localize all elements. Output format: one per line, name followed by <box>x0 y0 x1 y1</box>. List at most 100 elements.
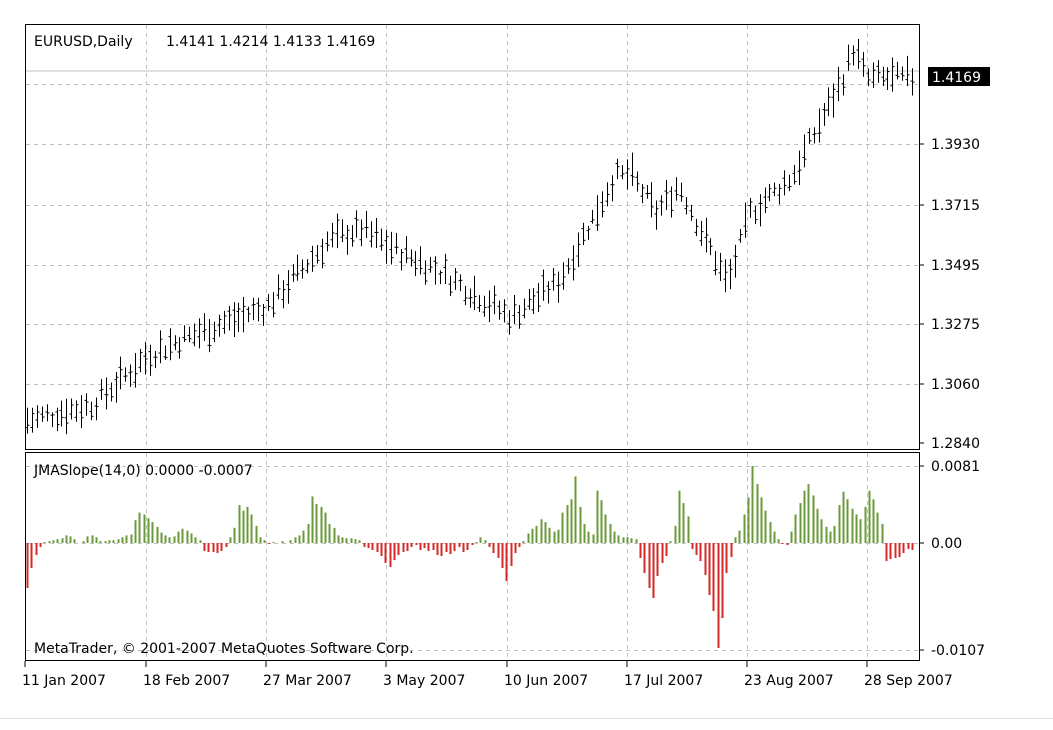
price-bar <box>654 200 659 230</box>
price-bar <box>315 245 320 264</box>
price-bar <box>890 57 895 92</box>
price-bar <box>428 256 433 273</box>
price-bar <box>335 213 340 249</box>
price-bar <box>202 313 207 341</box>
price-bar <box>659 195 664 216</box>
price-bar <box>615 158 620 180</box>
price-bar <box>792 164 797 185</box>
price-bar <box>133 352 138 388</box>
price-bar <box>812 127 817 144</box>
price-bar <box>679 182 684 202</box>
price-bar <box>448 275 453 297</box>
price-bar <box>330 222 335 248</box>
price-bar <box>522 298 527 319</box>
price-bar <box>207 319 212 353</box>
price-bar <box>640 184 645 204</box>
price-bar <box>212 321 217 343</box>
price-bar <box>413 250 418 277</box>
price-bar <box>502 299 507 323</box>
price-bar <box>158 330 163 364</box>
price-bar <box>438 270 443 285</box>
price-bar <box>871 62 876 88</box>
price-panel-frame <box>25 24 920 450</box>
price-bar <box>217 314 222 337</box>
price-bar <box>246 306 251 323</box>
price-bar <box>384 229 389 264</box>
price-bar <box>684 197 689 215</box>
price-bar <box>600 191 605 218</box>
price-bar <box>802 134 807 168</box>
price-bar <box>359 219 364 247</box>
price-bar <box>320 238 325 269</box>
price-bar <box>89 401 94 421</box>
price-bar <box>635 171 640 192</box>
price-bar <box>94 397 99 421</box>
price-bar <box>876 60 881 83</box>
price-bar <box>669 186 674 218</box>
price-bar <box>586 225 591 240</box>
price-bar <box>595 195 600 231</box>
price-bar <box>861 51 866 77</box>
price-bar <box>79 395 84 429</box>
price-bar <box>389 231 394 265</box>
price-bar <box>649 182 654 218</box>
price-bar <box>153 351 158 369</box>
indicator-title: JMASlope(14,0) 0.0000 -0.0007 <box>33 463 253 479</box>
price-bar <box>477 295 482 312</box>
price-bar <box>374 217 379 249</box>
price-bar <box>787 174 792 192</box>
price-bar <box>340 219 345 242</box>
price-bar <box>797 150 802 186</box>
price-bar <box>826 87 831 117</box>
price-bar <box>571 245 576 281</box>
price-bar <box>123 367 128 382</box>
x-tick-label: 10 Jun 2007 <box>504 673 588 689</box>
price-bar <box>379 228 384 251</box>
price-bar <box>743 202 748 238</box>
price-bar <box>187 326 192 343</box>
price-bar <box>138 348 143 373</box>
price-bar <box>291 264 296 282</box>
price-bar <box>256 297 261 322</box>
y-tick-label: 0.0081 <box>931 459 980 475</box>
price-bar <box>895 61 900 80</box>
price-bar <box>350 225 355 247</box>
price-bar <box>236 302 241 332</box>
price-bar <box>482 295 487 317</box>
slope-histogram <box>26 466 914 648</box>
price-bar <box>109 382 114 402</box>
price-bar <box>699 220 704 246</box>
window-footer-divider <box>0 718 1053 719</box>
price-bar <box>182 325 187 343</box>
price-bar <box>227 305 232 331</box>
price-bar <box>168 328 173 361</box>
price-bar <box>369 221 374 248</box>
y-tick-label: -0.0107 <box>931 643 985 659</box>
price-bar <box>177 337 182 359</box>
price-bar <box>286 270 291 304</box>
price-bar <box>531 288 536 314</box>
price-bar <box>733 244 738 278</box>
price-bar <box>728 258 733 290</box>
price-bar <box>261 304 266 326</box>
price-bar <box>763 187 768 214</box>
price-y-axis: 1.3930 1.3715 1.3495 1.3275 1.3060 1.284… <box>919 137 980 452</box>
price-bar <box>561 262 566 290</box>
copyright-text: MetaTrader, © 2001-2007 MetaQuotes Softw… <box>34 641 414 657</box>
price-bar <box>251 297 256 321</box>
y-tick-label: 1.3495 <box>931 258 980 274</box>
price-bar <box>69 398 74 420</box>
price-bar <box>630 152 635 186</box>
price-bar <box>664 179 669 211</box>
price-bar <box>354 210 359 238</box>
price-bar <box>325 231 330 252</box>
price-bar <box>817 108 822 143</box>
price-bar <box>497 300 502 320</box>
price-bar <box>753 205 758 225</box>
price-bars <box>25 39 915 435</box>
price-bar <box>517 305 522 329</box>
price-bar <box>271 292 276 318</box>
price-bar <box>625 159 630 190</box>
price-bar <box>433 256 438 285</box>
price-bar <box>782 170 787 196</box>
